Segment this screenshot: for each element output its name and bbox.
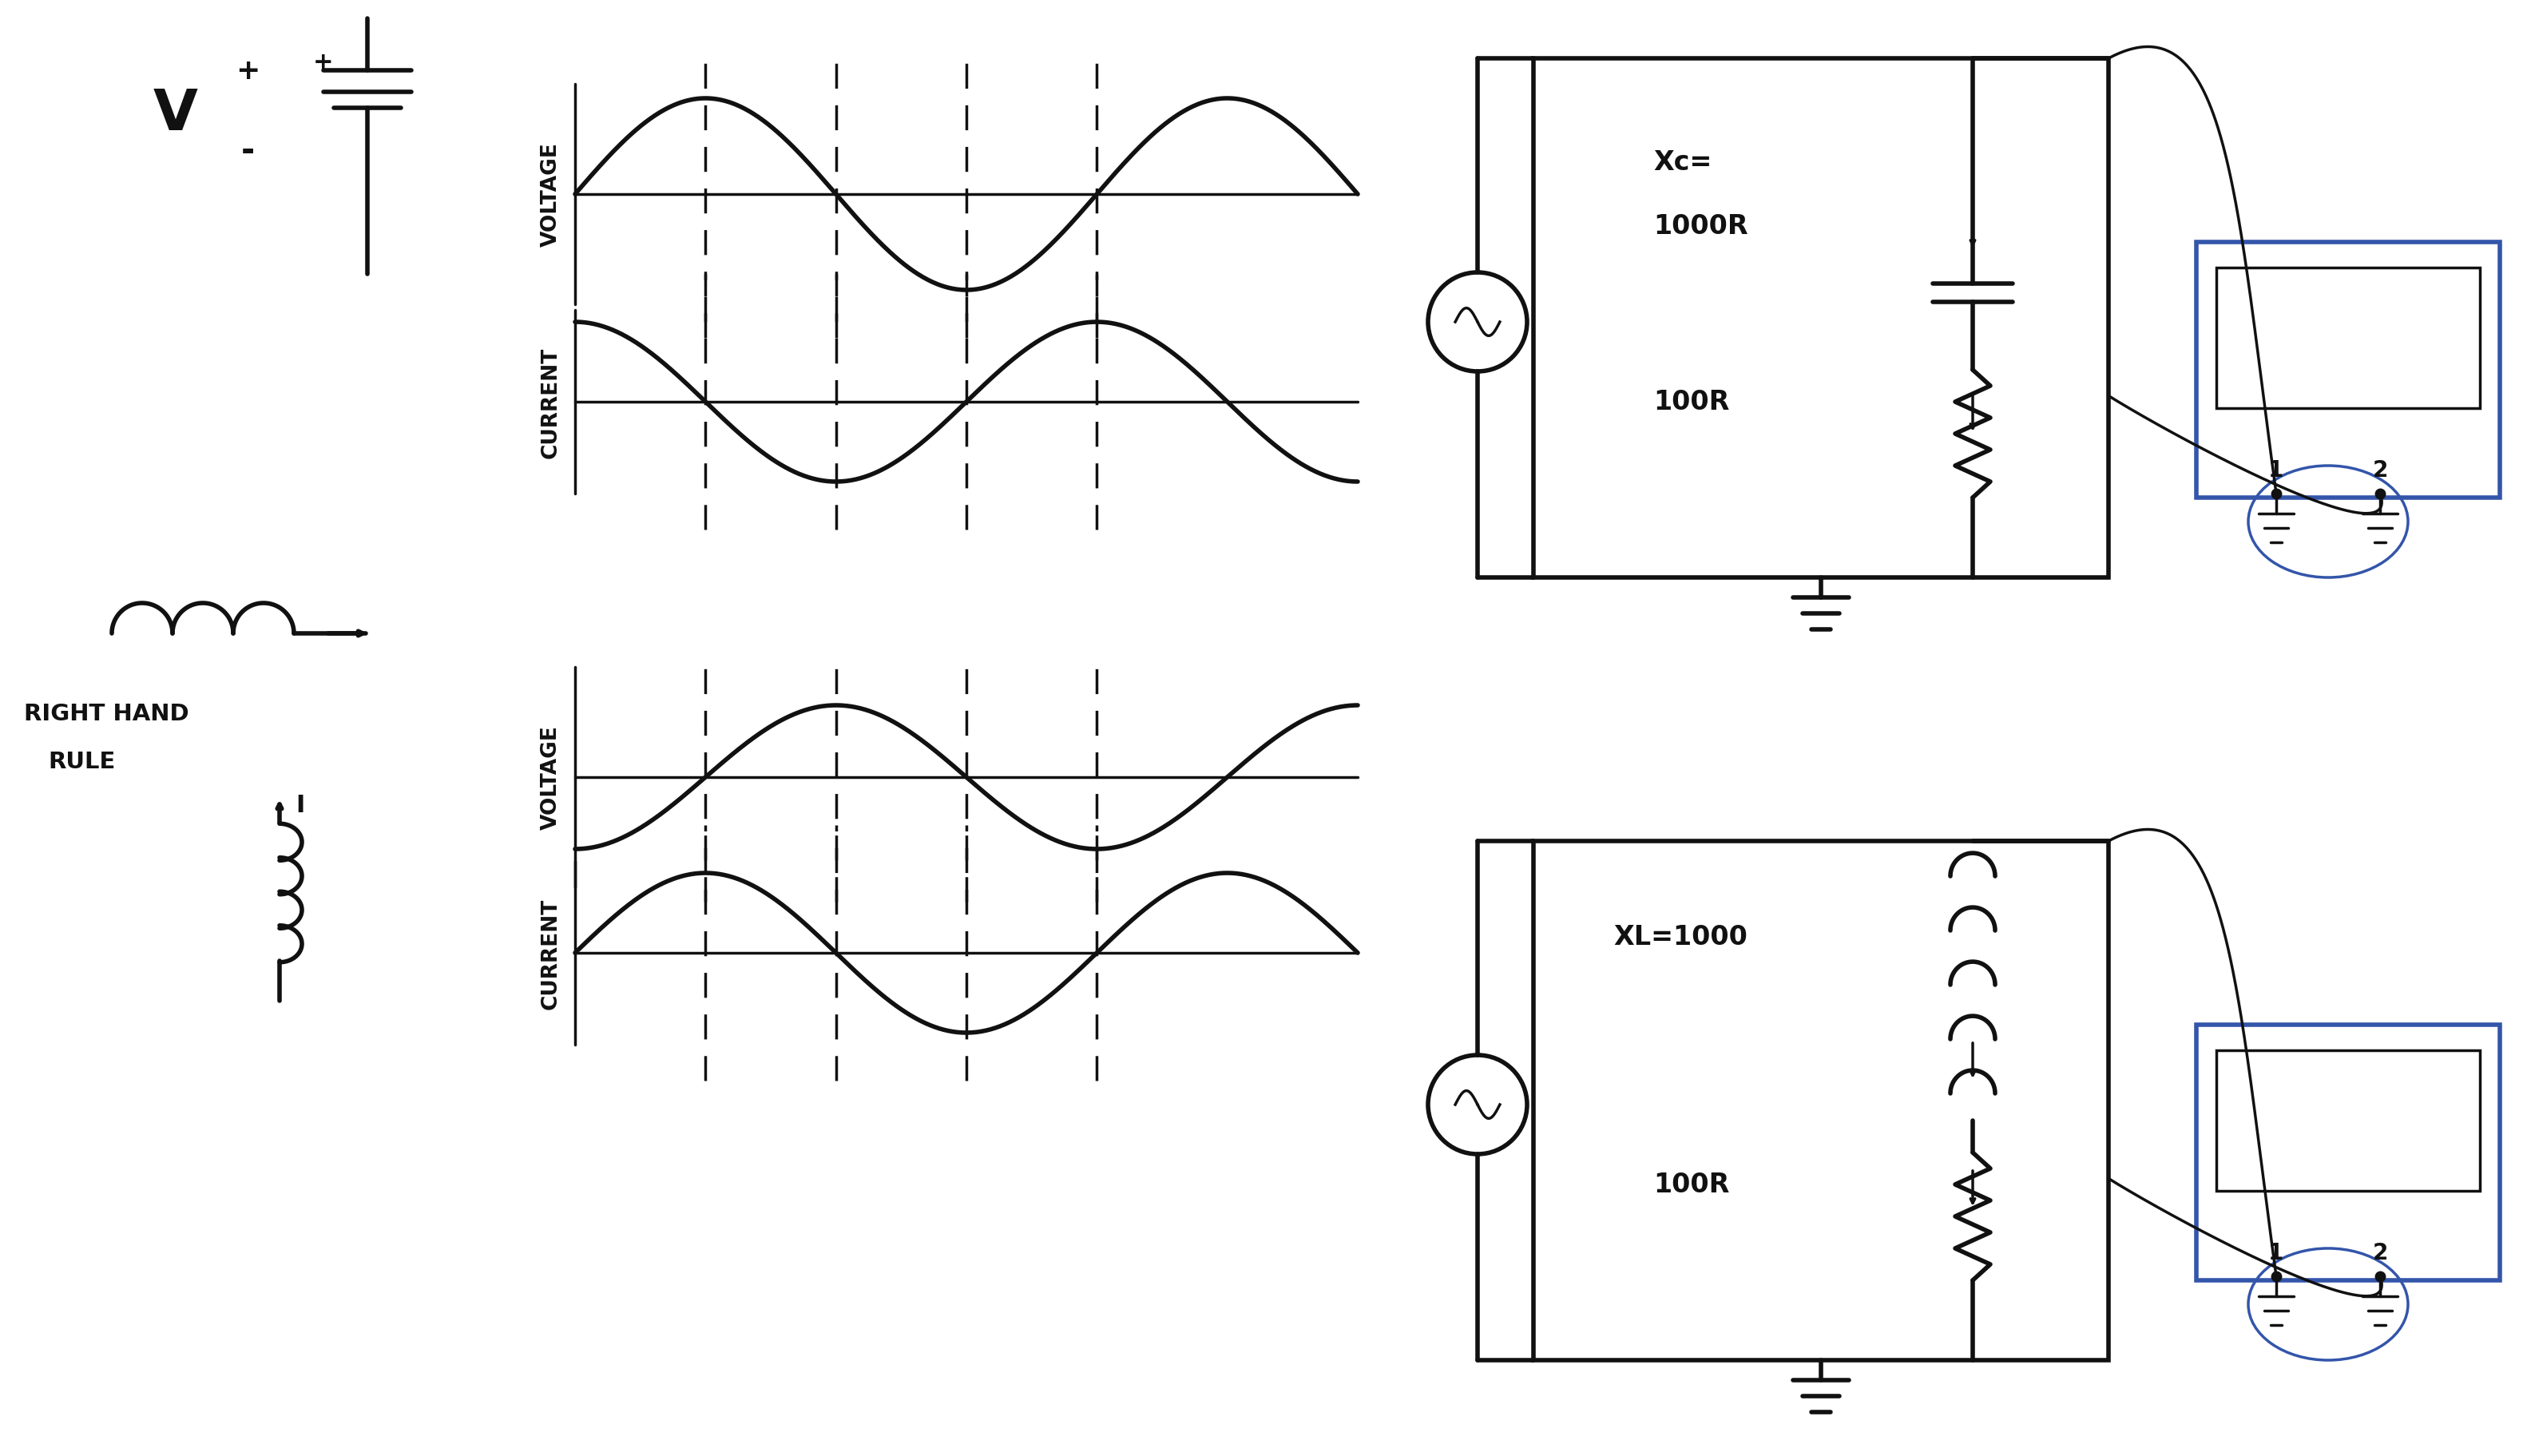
Text: CURRENT: CURRENT [541,347,561,457]
Text: RULE: RULE [48,750,116,773]
Text: VOLTAGE: VOLTAGE [541,143,561,248]
Bar [2196,1025,2499,1280]
Text: -: - [240,134,255,167]
Bar [2216,268,2479,409]
Text: 1000R: 1000R [1653,214,1749,240]
Text: +: + [313,51,334,74]
Bar [2216,1050,2479,1191]
Bar [1534,60,2108,578]
Text: 100R: 100R [1653,389,1728,415]
Text: V: V [154,87,197,143]
Text: 100R: 100R [1653,1172,1728,1198]
Text: I: I [296,794,306,817]
Text: VOLTAGE: VOLTAGE [541,725,561,830]
Text: 2: 2 [2373,459,2388,482]
Text: XL=1000: XL=1000 [1612,925,1746,951]
Text: RIGHT HAND: RIGHT HAND [23,702,190,725]
Text: CURRENT: CURRENT [541,897,561,1009]
Bar [1534,842,2108,1360]
Text: 2: 2 [2373,1242,2388,1264]
Text: +: + [235,57,260,84]
Text: 1: 1 [2269,459,2284,482]
Text: Xc=: Xc= [1653,150,1711,176]
Text: 1: 1 [2269,1242,2284,1264]
Bar [2196,243,2499,498]
